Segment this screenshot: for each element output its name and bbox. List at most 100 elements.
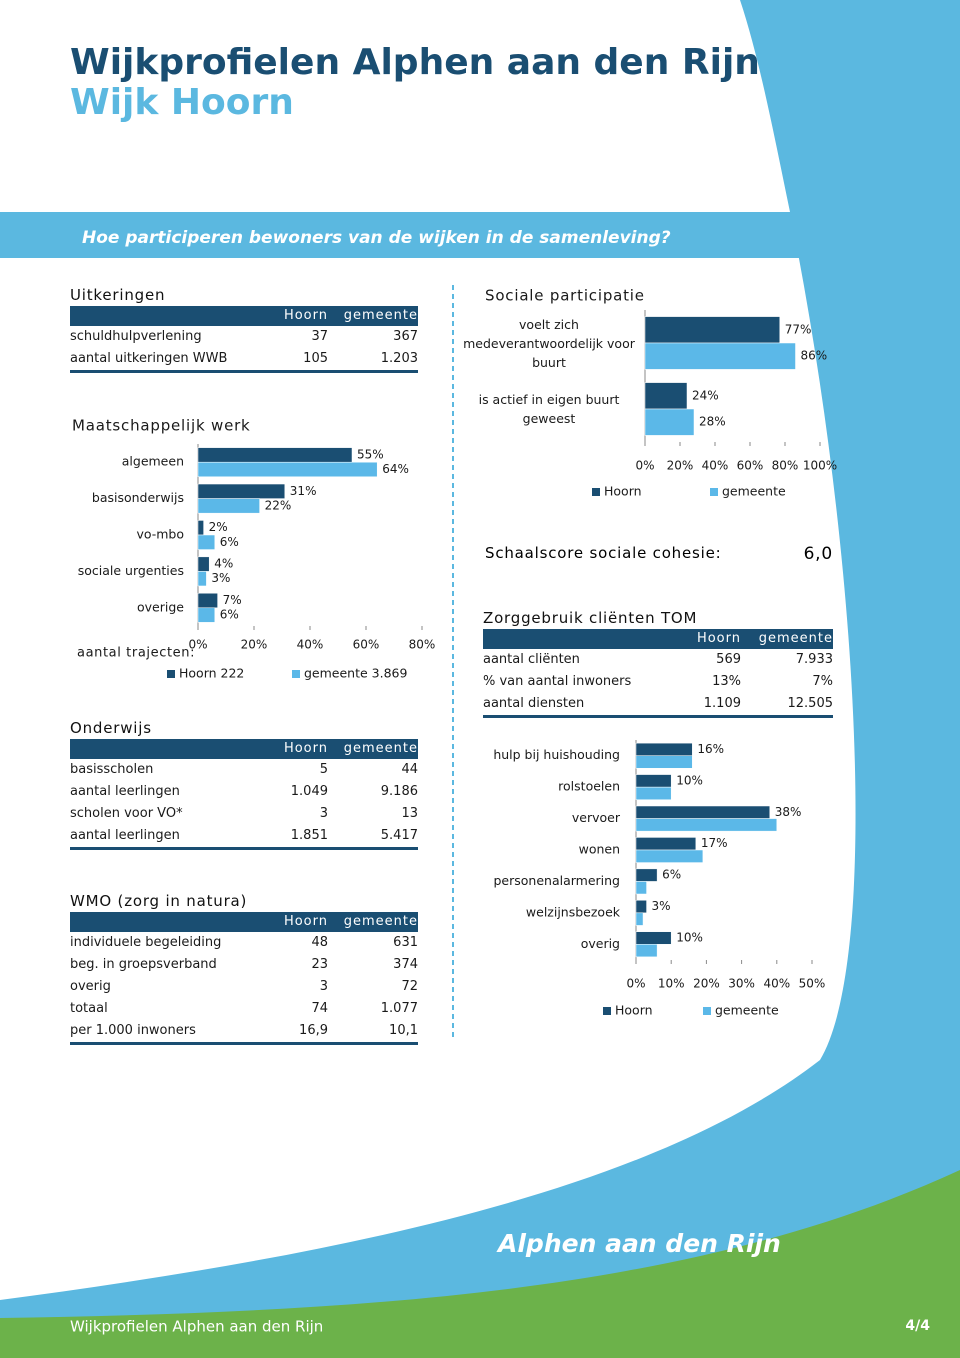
bar [197, 461, 378, 478]
column-header: Hoorn [283, 914, 328, 929]
legend-label: gemeente 3.869 [304, 666, 408, 681]
green-swoosh [0, 1170, 960, 1358]
value-label: 3% [652, 899, 671, 913]
value-label: 17% [701, 836, 728, 850]
x-tick-label: 0% [635, 459, 654, 473]
x-tick-label: 60% [737, 459, 764, 473]
value-label: 6% [220, 535, 239, 549]
table-title: Uitkeringen [70, 286, 166, 304]
bar [635, 931, 672, 945]
chart-title: Sociale participatie [485, 287, 645, 305]
legend-swatch [603, 1007, 611, 1015]
cell-value: 5 [319, 762, 328, 777]
page-title: Wijkprofielen Alphen aan den Rijn [70, 42, 760, 83]
bar [635, 837, 697, 851]
bar [197, 556, 210, 572]
cell-value: 37 [311, 329, 328, 344]
x-tick-label: 80% [772, 459, 799, 473]
value-label: 10% [676, 931, 703, 945]
cohesion-label: Schaalscore sociale cohesie: [485, 544, 722, 562]
cell-value: 1.077 [380, 1001, 418, 1016]
value-label: 55% [357, 447, 384, 461]
bar [644, 316, 780, 344]
value-label: 7% [223, 593, 242, 607]
legend-swatch [703, 1007, 711, 1015]
banner-bar [0, 212, 800, 258]
bar [635, 900, 647, 914]
table: Uitkeringen Hoorn gemeente schuldhulpverlen… [70, 285, 418, 373]
cell-value: 1.109 [703, 696, 741, 711]
logo: Alphen aan den Rijn [496, 1229, 781, 1258]
table-title: Zorggebruik cliënten TOM [483, 609, 698, 627]
table-row: aantal cliënten 569 7.933 [483, 649, 833, 671]
x-tick-label: 0% [188, 638, 207, 652]
value-label: 38% [775, 805, 802, 819]
table: Zorggebruik cliënten TOM Hoorn gemeente aan… [483, 608, 833, 718]
row-label: basisscholen [70, 762, 154, 777]
cell-value: 1.203 [380, 351, 418, 366]
bar [635, 755, 693, 769]
column-header: Hoorn [283, 308, 328, 323]
bar [197, 520, 204, 536]
table-row: per 1.000 inwoners 16,9 10,1 [70, 1020, 418, 1045]
header-spacer [70, 306, 238, 326]
cell-value: 13% [712, 674, 741, 689]
x-tick-label: 10% [658, 977, 685, 991]
page-subtitle: Wijk Hoorn [70, 82, 294, 123]
cohesion-value: 6,0 [803, 544, 833, 564]
cell-value: 374 [393, 957, 418, 972]
legend-swatch [292, 670, 300, 678]
value-label: 86% [801, 349, 828, 363]
table-row: overig 3 72 [70, 976, 418, 998]
column-header: Hoorn [283, 741, 328, 756]
category-label: sociale urgenties [78, 563, 184, 578]
bar [197, 498, 260, 514]
row-label: beg. in groepsverband [70, 957, 217, 972]
x-tick-label: 50% [799, 977, 826, 991]
legend-label: Hoorn [604, 484, 642, 499]
cell-value: 13 [401, 806, 418, 821]
table-header: Hoorn gemeente [70, 912, 418, 932]
cell-value: 9.186 [380, 784, 418, 799]
value-label: 22% [265, 498, 292, 512]
table-row: % van aantal inwoners 13% 7% [483, 671, 833, 693]
cell-value: 74 [311, 1001, 328, 1016]
row-label: scholen voor VO* [70, 806, 183, 821]
bar [197, 483, 286, 499]
cell-value: 3 [319, 979, 328, 994]
value-label: 28% [699, 415, 726, 429]
category-label: voelt zich medeverantwoordelijk voor buu… [463, 316, 635, 370]
cell-value: 23 [311, 957, 328, 972]
bar [635, 742, 693, 756]
column-header: gemeente [758, 631, 833, 646]
bar [197, 571, 207, 587]
cell-value: 7% [812, 674, 833, 689]
row-label: aantal diensten [483, 696, 585, 711]
category-label: overig [581, 936, 620, 951]
table-title: Onderwijs [70, 719, 152, 737]
row-label: aantal cliënten [483, 652, 580, 667]
category-label: basisonderwijs [92, 490, 184, 505]
column-header: gemeente [343, 914, 418, 929]
x-tick-label: 40% [297, 638, 324, 652]
value-label: 6% [220, 608, 239, 622]
value-label: 77% [785, 322, 812, 336]
cell-value: 569 [716, 652, 741, 667]
row-label: per 1.000 inwoners [70, 1023, 196, 1038]
page-number: 4/4 [905, 1318, 930, 1334]
legend-label: gemeente [715, 1003, 779, 1018]
bar [635, 868, 658, 882]
category-label: rolstoelen [558, 779, 620, 794]
value-label: 2% [209, 520, 228, 534]
table-row: aantal diensten 1.109 12.505 [483, 693, 833, 718]
legend-swatch [710, 488, 718, 496]
column-header: Hoorn [696, 631, 741, 646]
table-row: individuele begeleiding 48 631 [70, 932, 418, 954]
category-label: wonen [579, 842, 620, 857]
bar [644, 382, 688, 410]
bar [635, 786, 672, 800]
category-label: overige [137, 599, 184, 614]
bar [197, 592, 218, 609]
legend-label: Hoorn [615, 1003, 653, 1018]
